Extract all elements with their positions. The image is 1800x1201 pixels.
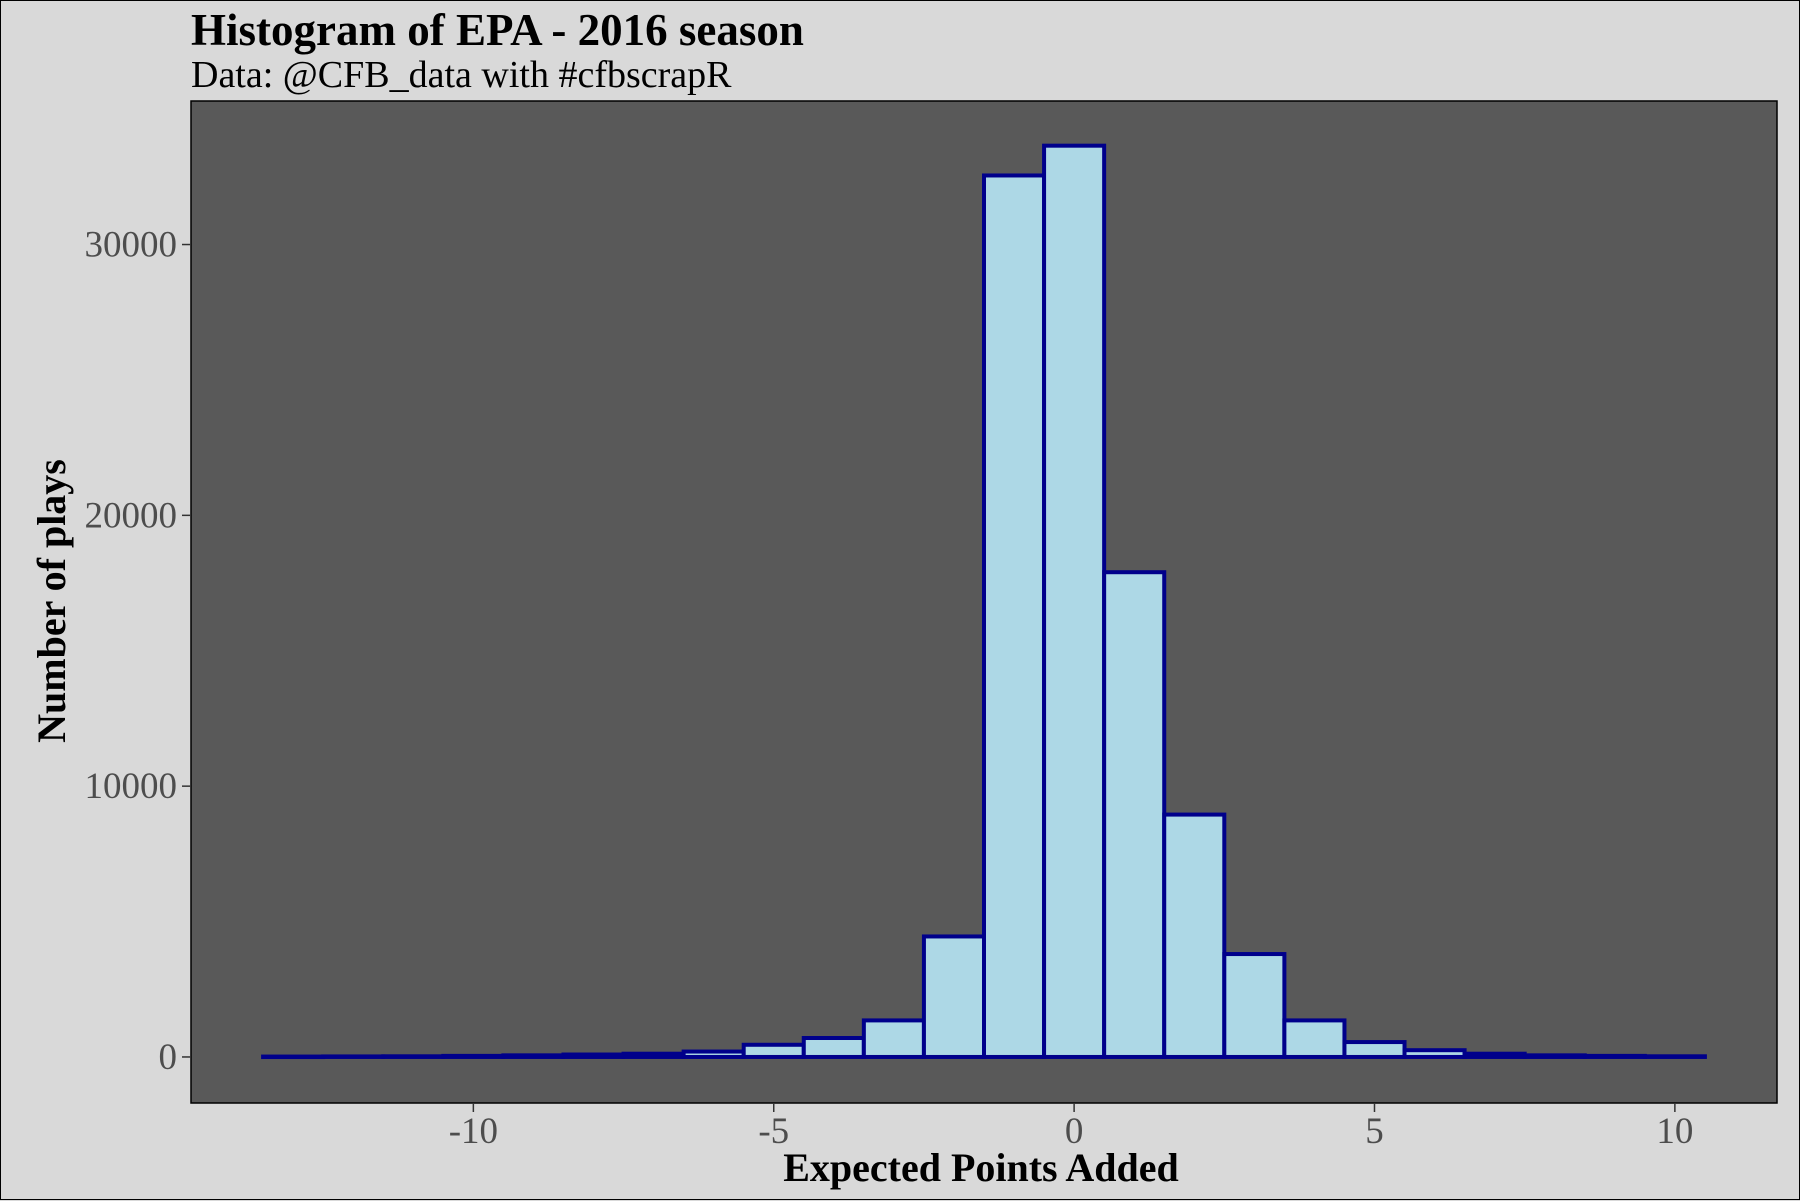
x-tick-label: -5 [758, 1111, 789, 1152]
histogram-bar [1582, 1053, 1647, 1059]
histogram-bar [1522, 1053, 1587, 1059]
histogram-bar [621, 1051, 686, 1059]
x-tick-label: 10 [1656, 1111, 1693, 1152]
histogram-bar [1282, 1018, 1347, 1059]
y-axis-label: Number of plays [29, 459, 74, 743]
y-tick-label: 0 [159, 1037, 178, 1078]
x-tick-label: 0 [1065, 1111, 1084, 1152]
histogram-bar [441, 1053, 506, 1059]
histogram-bar [741, 1042, 806, 1059]
histogram-bar [1162, 812, 1227, 1059]
histogram-bar [1402, 1048, 1467, 1059]
histogram-bar [1222, 952, 1287, 1059]
x-axis-label: Expected Points Added [783, 1145, 1179, 1190]
y-axis: 0 10000 20000 30000 [85, 225, 191, 1078]
histogram-bar [681, 1049, 746, 1059]
histogram-bar [921, 934, 987, 1059]
y-tick-label: 20000 [85, 495, 178, 536]
histogram-bar [381, 1054, 446, 1059]
chart-subtitle: Data: @CFB_data with #cfbscrapR [191, 54, 732, 96]
y-tick-label: 10000 [85, 766, 178, 807]
chart-title: Histogram of EPA - 2016 season [191, 5, 804, 55]
histogram-bar [1042, 143, 1107, 1059]
histogram-bar [321, 1054, 386, 1059]
x-tick-label: -10 [449, 1111, 498, 1152]
histogram-bar [501, 1053, 566, 1059]
x-tick-label: 5 [1365, 1111, 1384, 1152]
y-tick-label: 30000 [85, 225, 178, 266]
histogram-bar [261, 1054, 326, 1060]
histogram-bar [982, 173, 1047, 1059]
histogram-bar [801, 1036, 866, 1059]
histogram-bar [1462, 1051, 1527, 1059]
histogram-bar [1342, 1040, 1407, 1059]
histogram-bar [861, 1018, 926, 1059]
histogram-bar [1102, 570, 1167, 1059]
histogram-bars [261, 143, 1707, 1060]
histogram-bar [1642, 1054, 1707, 1059]
histogram-bar [561, 1052, 626, 1059]
x-axis: -10 -5 0 5 10 [449, 1103, 1693, 1152]
